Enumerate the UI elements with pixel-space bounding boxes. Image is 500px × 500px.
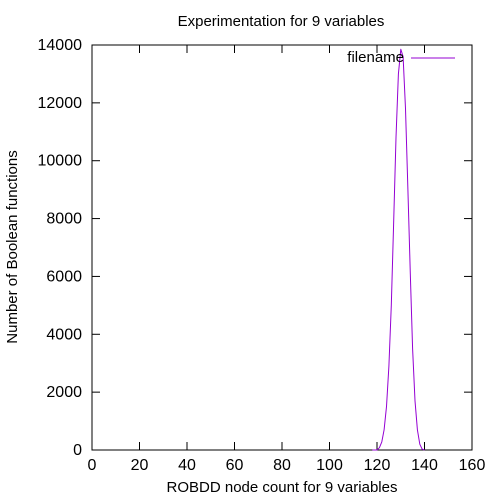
x-axis: 0 20 40 60 80 100 120 140 160 <box>88 45 486 474</box>
y-tick-label: 6000 <box>46 268 82 285</box>
series-line-0 <box>372 48 425 451</box>
legend-label: filename <box>347 49 404 66</box>
y-tick-label: 0 <box>73 442 82 459</box>
y-axis-title: Number of Boolean functions <box>4 150 21 343</box>
x-tick-label: 40 <box>178 457 196 474</box>
x-tick-label: 20 <box>131 457 149 474</box>
x-tick-label: 60 <box>226 457 244 474</box>
x-tick-label: 0 <box>88 457 97 474</box>
y-axis: 0 2000 4000 6000 8000 10000 12000 14000 <box>38 37 472 459</box>
chart-title: Experimentation for 9 variables <box>178 13 385 30</box>
x-tick-label: 100 <box>316 457 343 474</box>
y-tick-label: 8000 <box>46 211 82 228</box>
y-tick-label: 2000 <box>46 384 82 401</box>
x-tick-label: 160 <box>459 457 486 474</box>
x-axis-title: ROBDD node count for 9 variables <box>167 479 398 496</box>
y-tick-label: 4000 <box>46 326 82 343</box>
y-tick-label: 12000 <box>38 95 83 112</box>
x-tick-label: 140 <box>411 457 438 474</box>
plot-area-border <box>91 44 473 451</box>
y-tick-label: 10000 <box>38 153 83 170</box>
x-tick-label: 80 <box>273 457 291 474</box>
x-tick-label: 120 <box>364 457 391 474</box>
series-layer <box>372 48 425 451</box>
y-tick-label: 14000 <box>38 37 83 54</box>
